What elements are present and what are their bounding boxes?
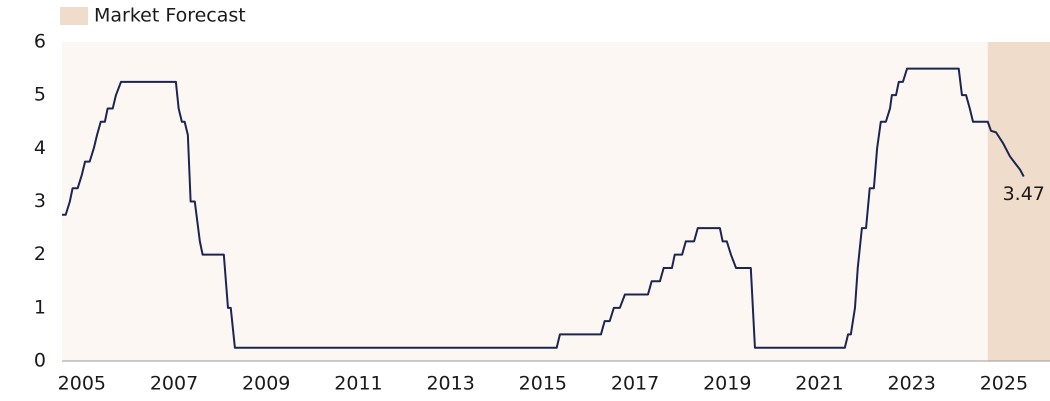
x-tick-label: 2021: [795, 373, 843, 395]
x-tick-label: 2019: [703, 373, 751, 395]
line: [62, 67, 1025, 349]
x-tick-label: 2011: [334, 373, 382, 395]
x-tick-label: 2023: [888, 373, 936, 395]
y-tick-label: 6: [34, 31, 46, 53]
x-tick-label: 2005: [58, 373, 106, 395]
legend-label: Market Forecast: [94, 5, 246, 27]
y-tick-label: 3: [34, 190, 46, 212]
x-tick-label: 2025: [980, 373, 1028, 395]
x-tick-label: 2013: [426, 373, 474, 395]
end-annotation: 3.47: [1003, 183, 1045, 205]
y-tick-label: 5: [34, 84, 46, 106]
forecast-band: [987, 42, 1050, 361]
y-tick-label: 4: [34, 137, 46, 159]
legend-swatch: [60, 7, 88, 25]
y-tick-label: 2: [34, 243, 46, 265]
y-tick-label: 1: [34, 296, 46, 318]
x-tick-label: 2009: [242, 373, 290, 395]
x-tick-label: 2007: [150, 373, 198, 395]
plot-background: [62, 42, 1050, 361]
x-tick-label: 2017: [611, 373, 659, 395]
x-tick-label: 2015: [519, 373, 567, 395]
y-tick-label: 0: [34, 350, 46, 372]
